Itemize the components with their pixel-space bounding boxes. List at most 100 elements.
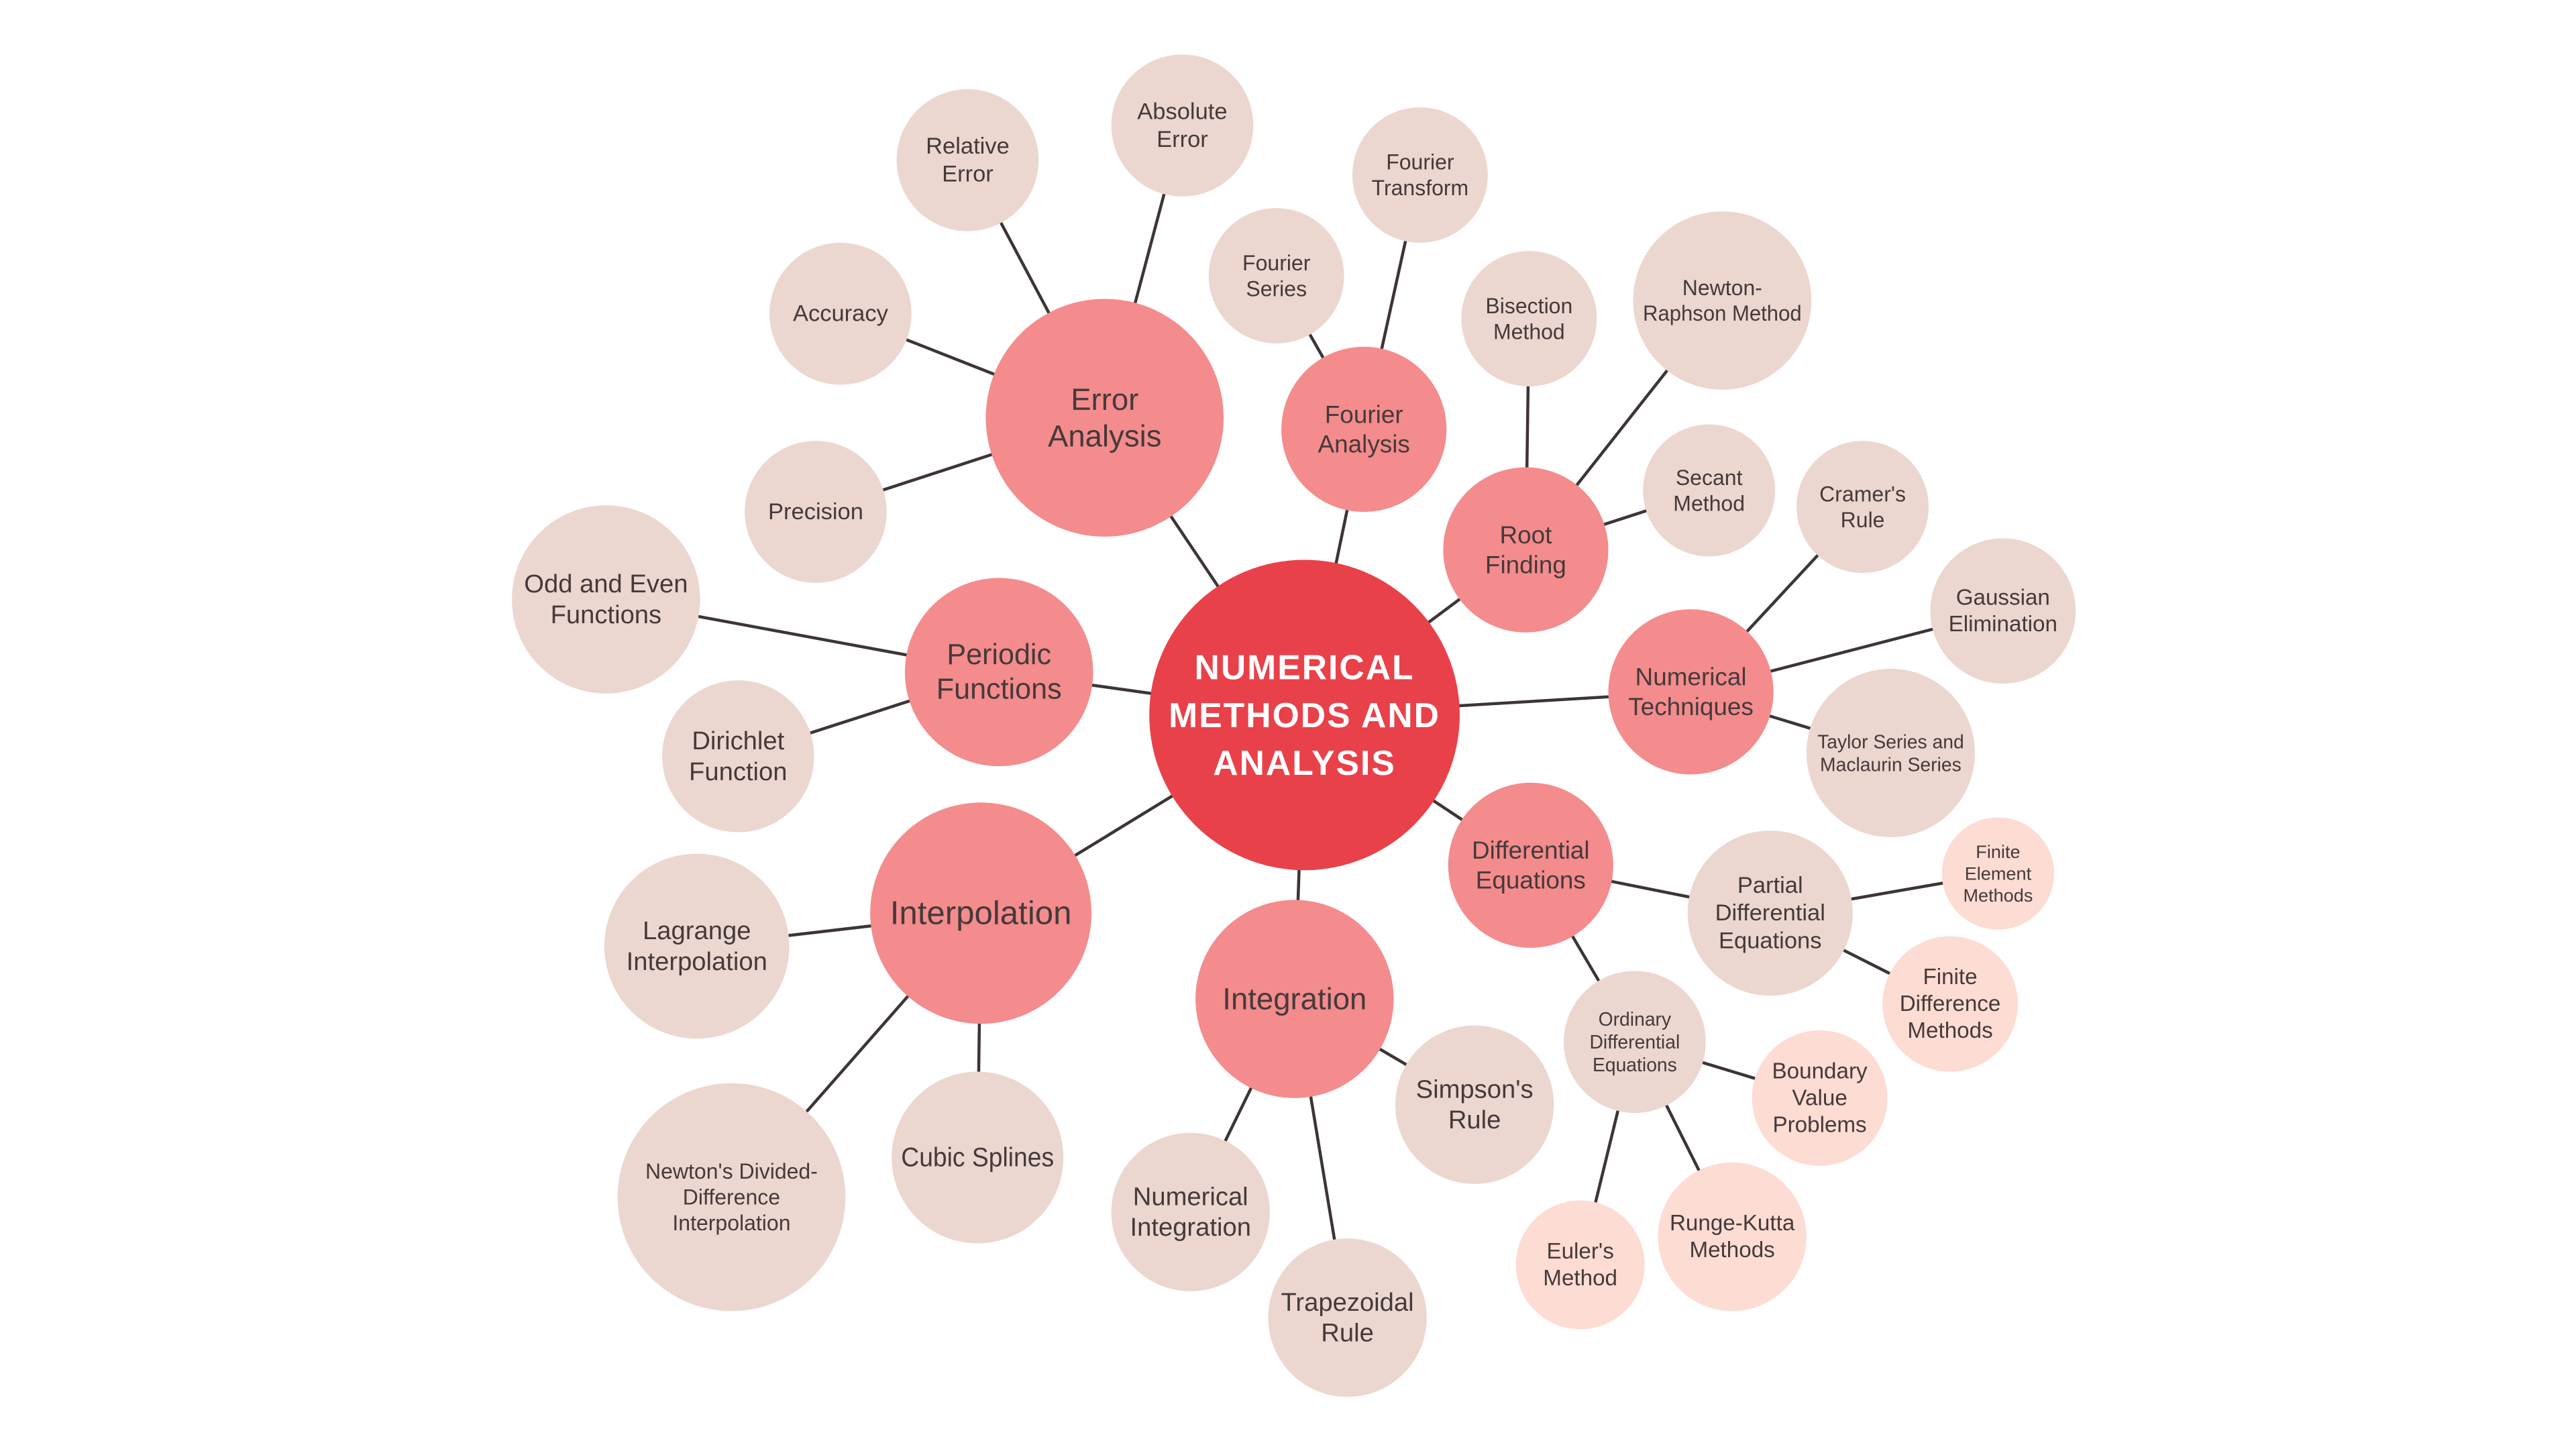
finite-element-methods-label-line: Element — [1965, 863, 2032, 884]
root-finding-label-line: Root — [1499, 521, 1552, 549]
boundary-value-problems-label-line: Problems — [1772, 1112, 1866, 1137]
finite-element-methods-bubble — [1941, 817, 2055, 930]
fourier-transform-label-line: Fourier — [1386, 150, 1454, 174]
root-bubble — [1149, 559, 1460, 871]
root-finding-label-line: Finding — [1485, 551, 1566, 578]
error-analysis-label-line: Analysis — [1048, 419, 1161, 453]
root-finding-bubble — [1443, 467, 1609, 633]
dirichlet-function-label-line: Dirichlet — [692, 727, 784, 755]
fourier-series-bubble — [1208, 208, 1344, 343]
simpsons-rule-label-line: Simpson's — [1416, 1075, 1534, 1104]
accuracy-bubble — [769, 242, 912, 385]
gaussian-elimination-bubble — [1930, 538, 2076, 684]
boundary-value-problems-label-line: Boundary — [1772, 1059, 1868, 1084]
numerical-techniques-label-line: Techniques — [1628, 693, 1754, 720]
differential-equations-label-line: Differential — [1472, 837, 1590, 864]
finite-difference-methods-label-line: Methods — [1907, 1018, 1992, 1043]
periodic-functions-bubble — [904, 578, 1093, 767]
periodic-functions-label-line: Functions — [936, 674, 1062, 706]
node-absolute-error: Absolute Error — [1111, 54, 1254, 197]
node-cubic-splines: Cubic Splines — [892, 1071, 1064, 1244]
eulers-method-bubble — [1515, 1200, 1645, 1330]
gaussian-elimination-label-line: Elimination — [1949, 612, 2057, 637]
taylor-series-label-line: Taylor Series and — [1817, 731, 1964, 752]
lagrange-interpolation-label-line: Interpolation — [627, 947, 767, 976]
fourier-series-label-line: Series — [1246, 276, 1307, 301]
lagrange-interpolation-bubble — [604, 853, 790, 1039]
cubic-splines-bubble — [892, 1071, 1064, 1244]
bisection-method-bubble — [1461, 251, 1597, 386]
finite-difference-methods-label-line: Finite — [1923, 965, 1977, 989]
integration-label-line: Integration — [1222, 982, 1366, 1016]
absolute-error-bubble — [1111, 54, 1254, 197]
fourier-analysis-label-line: Analysis — [1318, 431, 1410, 458]
gaussian-elimination-label-line: Gaussian — [1956, 585, 2050, 610]
node-newton-raphson-method: Newton-Raphson Method — [1633, 211, 1812, 390]
taylor-series-label-line: Maclaurin Series — [1820, 753, 1962, 775]
numerical-integration-label-line: Numerical — [1133, 1182, 1248, 1211]
root-label-line: NUMERICAL — [1195, 647, 1415, 686]
boundary-value-problems-bubble — [1752, 1030, 1888, 1166]
error-analysis-label-line: Error — [1071, 382, 1138, 417]
finite-difference-methods-label-line: Difference — [1900, 991, 2001, 1016]
interpolation-bubble — [870, 802, 1092, 1024]
node-integration: Integration — [1195, 900, 1394, 1098]
newton-raphson-method-label-line: Newton- — [1682, 276, 1762, 300]
fourier-transform-bubble — [1352, 107, 1488, 243]
node-accuracy: Accuracy — [769, 242, 912, 385]
relative-error-label-line: Relative — [926, 133, 1010, 159]
cramers-rule-label-line: Cramer's — [1819, 482, 1906, 506]
newtons-divided-difference-label-line: Newton's Divided- — [645, 1159, 818, 1183]
periodic-functions-label-line: Periodic — [947, 639, 1051, 671]
ordinary-differential-equations-bubble — [1564, 971, 1706, 1114]
integration-bubble — [1195, 900, 1394, 1098]
accuracy-label-line: Accuracy — [793, 301, 889, 327]
ordinary-differential-equations-label-line: Equations — [1593, 1054, 1677, 1075]
eulers-method-label-line: Euler's — [1546, 1239, 1613, 1264]
numerical-techniques-label-line: Numerical — [1635, 663, 1747, 691]
cramers-rule-bubble — [1796, 441, 1929, 574]
relative-error-label-line: Error — [942, 161, 994, 186]
numerical-techniques-bubble — [1608, 609, 1774, 775]
differential-equations-bubble — [1448, 782, 1613, 948]
partial-differential-equations-label-line: Partial — [1737, 873, 1803, 898]
precision-label-line: Precision — [768, 499, 863, 525]
secant-method-label-line: Method — [1673, 491, 1745, 515]
node-precision: Precision — [745, 441, 887, 583]
bisection-method-label-line: Bisection — [1485, 294, 1572, 318]
absolute-error-label-line: Absolute — [1137, 99, 1227, 124]
odd-and-even-functions-label-line: Odd and Even — [524, 570, 688, 598]
root-label-line: ANALYSIS — [1213, 743, 1396, 782]
taylor-series-bubble — [1806, 668, 1975, 837]
fourier-analysis-bubble — [1281, 346, 1447, 513]
secant-method-label-line: Secant — [1676, 466, 1743, 490]
odd-and-even-functions-label-line: Functions — [551, 600, 662, 629]
precision-bubble — [745, 441, 887, 583]
runge-kutta-methods-bubble — [1658, 1162, 1807, 1311]
error-analysis-bubble — [985, 299, 1224, 537]
odd-and-even-functions-bubble — [512, 505, 700, 694]
absolute-error-label-line: Error — [1157, 127, 1208, 152]
trapezoidal-rule-label-line: Rule — [1321, 1319, 1374, 1348]
bisection-method-label-line: Method — [1493, 319, 1565, 343]
